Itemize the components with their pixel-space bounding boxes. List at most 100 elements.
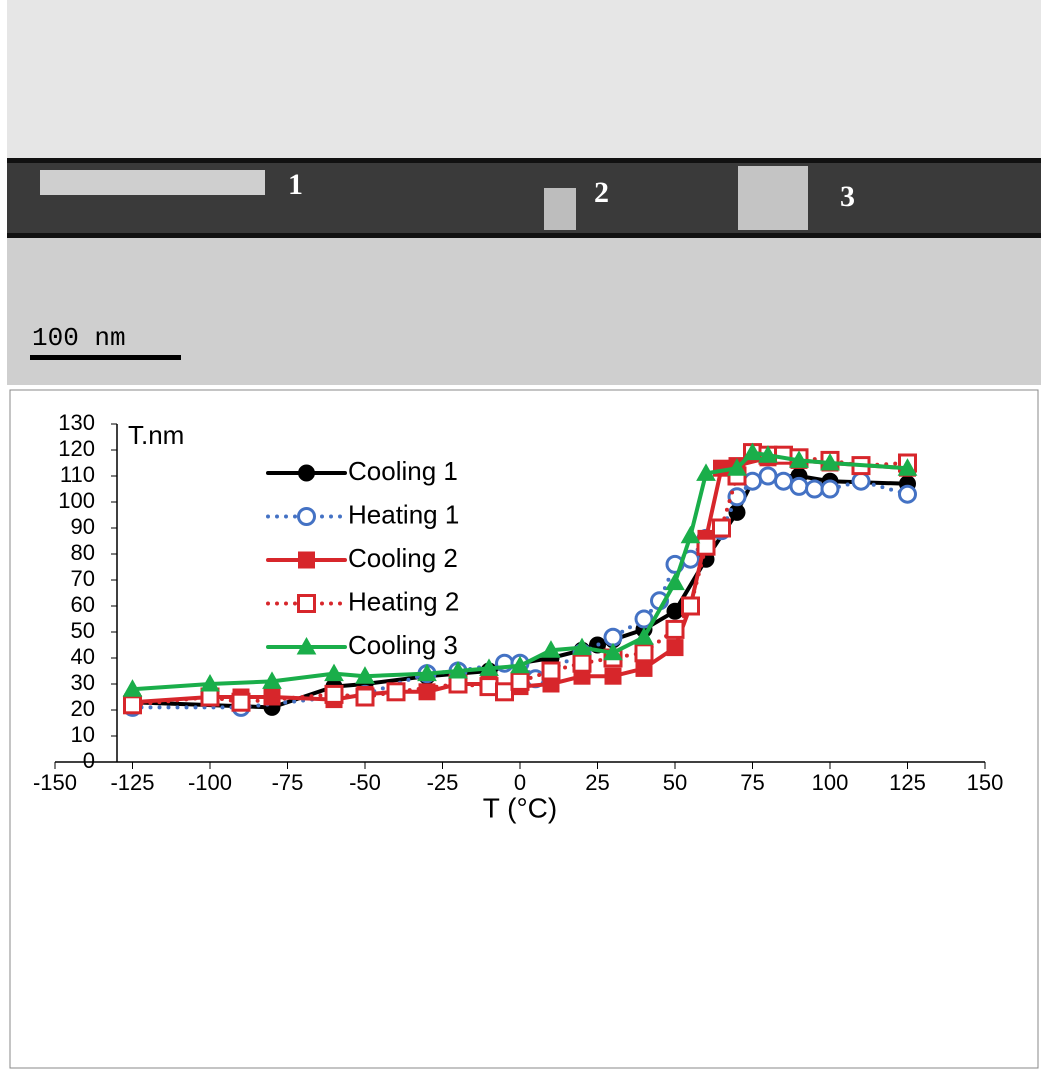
- legend-label: Heating 2: [348, 586, 459, 616]
- micrograph: 1 2 3 100 nm: [7, 0, 1041, 385]
- point: [696, 536, 716, 556]
- point: [231, 692, 251, 712]
- legend-label: Cooling 2: [348, 543, 458, 573]
- y-tick-label: 10: [71, 722, 95, 747]
- point: [417, 663, 437, 682]
- y-tick-label: 80: [71, 540, 95, 565]
- point: [665, 619, 685, 639]
- point: [820, 452, 840, 471]
- point: [789, 450, 809, 468]
- point: [634, 609, 654, 629]
- x-tick-label: 75: [740, 770, 764, 795]
- point: [355, 687, 375, 707]
- x-tick-label: 125: [889, 770, 926, 795]
- series-line: [130, 450, 910, 692]
- y-tick-label: 120: [58, 436, 95, 461]
- point: [789, 476, 809, 496]
- point: [263, 688, 281, 706]
- legend-marker: [296, 636, 317, 655]
- point: [805, 479, 824, 499]
- legend-marker: [297, 507, 316, 526]
- y-tick-label: 90: [71, 514, 95, 539]
- y-tick-label: 100: [58, 488, 95, 513]
- region-box: [738, 166, 808, 230]
- point: [123, 695, 142, 715]
- x-tick-label: -100: [188, 770, 232, 795]
- series: [122, 442, 918, 697]
- region-label: 1: [288, 168, 303, 201]
- point: [897, 458, 918, 476]
- y-tick-label: 0: [83, 748, 95, 773]
- point: [634, 643, 654, 663]
- legend-marker: [298, 551, 315, 569]
- point: [448, 660, 468, 679]
- y-tick-label: 130: [58, 410, 95, 435]
- point: [603, 642, 623, 661]
- interface: [7, 233, 1041, 238]
- point: [572, 653, 592, 673]
- point: [666, 639, 684, 657]
- y-tick-label: 20: [71, 696, 95, 721]
- point: [712, 518, 731, 538]
- x-tick-label: -50: [349, 770, 381, 795]
- point: [774, 471, 793, 491]
- point: [262, 671, 282, 689]
- interface: [7, 158, 1041, 163]
- point: [680, 525, 701, 544]
- x-tick-label: -125: [110, 770, 154, 795]
- region-label: 3: [840, 180, 855, 213]
- scale-bar: [30, 355, 181, 360]
- point: [758, 445, 778, 463]
- legend-label: Heating 1: [348, 499, 459, 529]
- point: [728, 503, 746, 521]
- x-tick-label: 50: [663, 770, 687, 795]
- point: [541, 640, 561, 658]
- point: [479, 677, 499, 697]
- point: [324, 663, 344, 682]
- y-tick-label: 70: [71, 566, 95, 591]
- chart-frame: [9, 389, 1039, 1069]
- point: [635, 659, 653, 677]
- x-tick-label: 25: [585, 770, 609, 795]
- point: [666, 602, 684, 620]
- y-axis-title: T.nm: [128, 420, 184, 450]
- region-label: 2: [594, 176, 609, 209]
- point: [604, 667, 622, 685]
- substrate: [7, 238, 1041, 385]
- x-tick-label: 100: [812, 770, 849, 795]
- point: [200, 673, 220, 692]
- point: [696, 463, 716, 481]
- point: [820, 479, 840, 499]
- point: [681, 596, 700, 616]
- y-tick-label: 110: [60, 462, 95, 487]
- region-box: [40, 170, 265, 195]
- point: [758, 466, 778, 486]
- y-tick-label: 40: [71, 644, 95, 669]
- point: [851, 471, 871, 491]
- point: [572, 637, 592, 656]
- upper-layer: [7, 0, 1041, 160]
- y-tick-label: 50: [71, 618, 95, 643]
- region-box: [544, 188, 576, 230]
- legend-label: Cooling 3: [348, 630, 458, 660]
- point: [418, 683, 436, 701]
- point: [665, 572, 685, 591]
- x-tick-label: 150: [967, 770, 1004, 795]
- point: [386, 682, 406, 702]
- point: [541, 661, 561, 681]
- point: [495, 682, 514, 702]
- point: [743, 471, 762, 491]
- x-tick-label: -150: [33, 770, 77, 795]
- point: [742, 442, 763, 461]
- y-tick-label: 30: [71, 670, 95, 695]
- legend-marker: [297, 594, 316, 613]
- scale-bar-label: 100 nm: [32, 323, 126, 353]
- point: [355, 666, 375, 684]
- point: [510, 671, 530, 691]
- x-axis-title: T (°C): [483, 792, 557, 823]
- point: [634, 627, 654, 645]
- legend-marker: [298, 464, 315, 482]
- point: [898, 484, 917, 504]
- point: [479, 658, 499, 676]
